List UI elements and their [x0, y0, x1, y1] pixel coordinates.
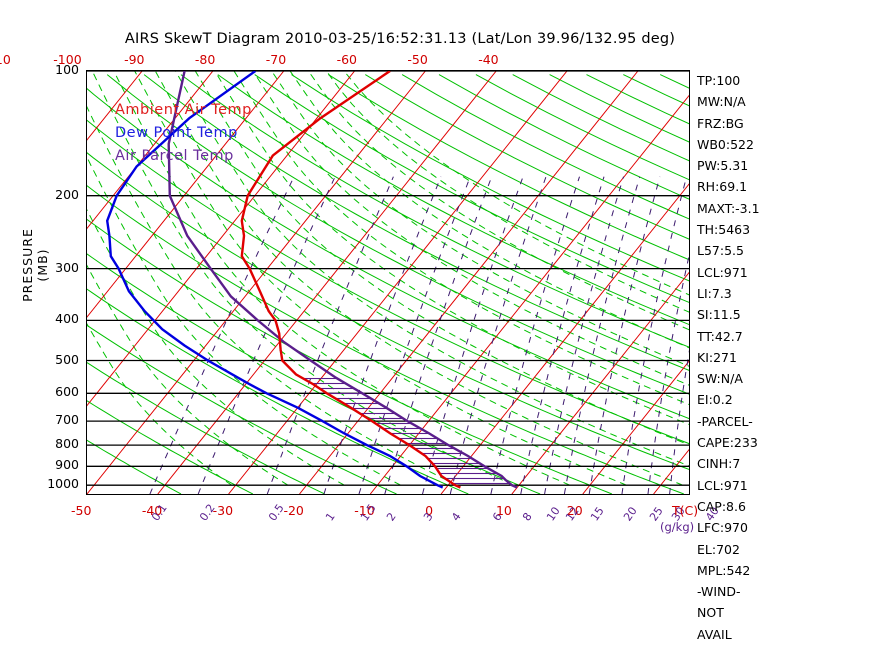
moist-adiabat-lines [87, 71, 689, 486]
isotherm-lines [87, 71, 689, 494]
stat-line-6: MAXT:-3.1 [697, 200, 760, 216]
stat-line-18: CINH:7 [697, 456, 741, 472]
stat-line-12: TT:42.7 [697, 328, 743, 344]
stat-line-9: LCL:971 [697, 264, 748, 280]
bottom-temp-tick--50: -50 [71, 503, 92, 518]
stat-line-25: NOT [697, 605, 724, 621]
bottom-temp-tick-0: 0 [425, 503, 434, 518]
top-temp-tick--70: -70 [265, 52, 287, 67]
stat-line-15: EI:0.2 [697, 392, 733, 408]
stat-line-22: EL:702 [697, 541, 740, 557]
stat-line-23: MPL:542 [697, 562, 751, 578]
legend-ambient-air-temp: Ambient Air Temp [115, 102, 252, 118]
pressure-tick-200: 200 [55, 186, 79, 202]
skewt-plot-area: Ambient Air Temp Dew Point Temp Air Parc… [86, 70, 690, 495]
stat-line-26: AVAIL [697, 626, 732, 642]
bottom-temp-tick-10: 10 [495, 503, 512, 518]
stat-line-11: SI:11.5 [697, 307, 741, 323]
mixing-ratio-tick-10: 10 [543, 504, 563, 524]
mixing-ratio-tick-4: 4 [449, 510, 464, 524]
stat-line-1: MW:N/A [697, 94, 746, 110]
bottom-temp-tick--10: -10 [354, 503, 375, 518]
sounding-statistics-panel: TP:100 MW:N/A FRZ:BG WB0:522 PW:5.31 RH:69.1 M… [697, 70, 817, 645]
pressure-tick-600: 600 [55, 384, 79, 400]
stat-line-17: CAPE:233 [697, 435, 758, 451]
mixing-ratio-tick-8: 8 [519, 510, 535, 524]
top-temp-tick--80: -80 [194, 52, 216, 67]
stat-line-8: L57:5.5 [697, 243, 744, 259]
bottom-temp-tick-20: 20 [566, 503, 583, 518]
pressure-tick-400: 400 [55, 311, 79, 327]
top-temp-tick--50: -50 [407, 52, 428, 67]
stat-line-16: -PARCEL- [697, 413, 753, 429]
pressure-tick-800: 800 [55, 436, 79, 452]
pressure-tick-100: 100 [55, 62, 79, 77]
stat-line-2: FRZ:BG [697, 115, 744, 131]
stat-line-3: WB0:522 [697, 136, 754, 152]
mixing-ratio-unit-label: (g/kg) [660, 520, 695, 534]
mixing-ratio-tick-3: 3 [421, 510, 437, 524]
top-temp-tick--110: -110 [0, 52, 11, 67]
mixing-ratio-lines [149, 176, 689, 494]
sounding-curves [105, 71, 518, 489]
skewt-diagram-page: AIRS SkewT Diagram 2010-03-25/16:52:31.1… [0, 31, 760, 642]
temperature-unit-label: T(C) [672, 503, 699, 518]
pressure-tick-700: 700 [55, 412, 79, 428]
stat-line-14: SW:N/A [697, 371, 743, 387]
pressure-tick-300: 300 [55, 259, 79, 275]
top-temp-tick--60: -60 [336, 52, 357, 67]
legend-dew-point-temp: Dew Point Temp [115, 125, 238, 141]
bottom-temp-tick--40: -40 [141, 503, 163, 518]
stat-line-4: PW:5.31 [697, 158, 749, 174]
stat-line-19: LCL:971 [697, 477, 748, 493]
pressure-tick-500: 500 [55, 351, 79, 367]
pressure-tick-900: 900 [55, 457, 79, 473]
page-title: AIRS SkewT Diagram 2010-03-25/16:52:31.1… [124, 31, 676, 47]
stat-line-5: RH:69.1 [697, 179, 748, 195]
stat-line-20: CAP:8.6 [697, 498, 746, 514]
dry-adiabat-lines [87, 74, 689, 494]
skewt-plot-svg [87, 71, 689, 494]
legend-air-parcel-temp: Air Parcel Temp [115, 148, 234, 164]
cape-shaded-region [301, 377, 512, 486]
stat-line-0: TP:100 [697, 73, 741, 88]
bottom-temp-tick--20: -20 [283, 503, 304, 518]
top-temp-tick--90: -90 [124, 52, 145, 67]
stat-line-10: LI:7.3 [697, 285, 732, 301]
top-temp-tick--40: -40 [478, 52, 499, 67]
pressure-tick-1000: 1000 [47, 476, 79, 492]
mixing-ratio-tick-15: 15 [588, 504, 607, 524]
stat-line-24: -WIND- [697, 584, 741, 600]
bottom-temp-tick--30: -30 [212, 503, 234, 518]
top-temp-tick--100: -100 [53, 52, 82, 67]
stat-line-21: LFC:970 [697, 520, 748, 536]
stat-line-7: TH:5463 [697, 222, 751, 238]
stat-line-13: KI:271 [697, 349, 737, 365]
mixing-ratio-tick-2: 2 [383, 510, 399, 524]
mixing-ratio-tick-1: 1 [322, 510, 338, 524]
mixing-ratio-tick-20: 20 [621, 504, 640, 524]
